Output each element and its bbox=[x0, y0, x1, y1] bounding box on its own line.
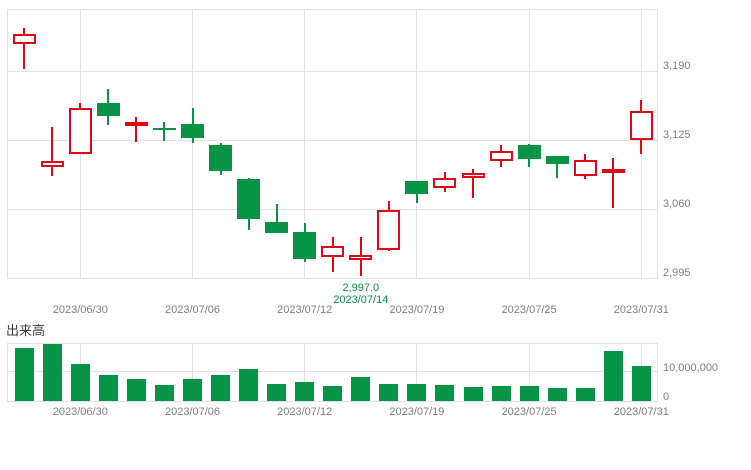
volume-bar[interactable] bbox=[603, 351, 623, 401]
candle-wick bbox=[163, 121, 166, 142]
candle-body-up bbox=[349, 254, 373, 260]
candle-body-up bbox=[68, 108, 92, 154]
price-y-tick-label: 2,995 bbox=[663, 267, 691, 279]
candle-body-down bbox=[209, 145, 233, 171]
candle-body-down bbox=[237, 179, 261, 219]
price-y-tick-label: 3,125 bbox=[663, 129, 691, 142]
candle-body-up bbox=[321, 246, 345, 257]
candle-wick bbox=[51, 127, 54, 177]
volume-bar[interactable] bbox=[70, 364, 90, 401]
candle-body-down bbox=[181, 124, 204, 138]
volume-bar[interactable] bbox=[183, 379, 202, 401]
volume-bar[interactable] bbox=[14, 348, 34, 401]
candle-wick bbox=[472, 168, 474, 199]
candle-wick bbox=[612, 158, 615, 208]
annotation-price-value: 2,997.0 bbox=[342, 282, 380, 294]
price-x-tick-label: 2023/07/12 bbox=[277, 304, 333, 316]
volume-x-tick-label: 2023/07/06 bbox=[164, 406, 221, 418]
gridline-horizontal bbox=[8, 371, 657, 373]
candle-body-up bbox=[489, 150, 513, 162]
gridline-vertical bbox=[304, 10, 306, 278]
volume-bar[interactable] bbox=[239, 369, 259, 401]
candle-body-down bbox=[96, 102, 120, 116]
price-x-tick-label: 2023/07/06 bbox=[164, 304, 221, 316]
price-y-tick-label: 3,190 bbox=[663, 60, 691, 73]
low-price-annotation: 2,997.0 2023/07/14 bbox=[301, 283, 421, 307]
candle-body-up bbox=[573, 160, 597, 177]
candle-body-up bbox=[461, 172, 485, 179]
price-y-tick-label: 3,060 bbox=[663, 198, 691, 210]
candle-body-down bbox=[152, 128, 176, 131]
volume-bar[interactable] bbox=[323, 386, 343, 401]
candle-body-down bbox=[405, 181, 429, 195]
gridline-horizontal bbox=[8, 139, 657, 141]
volume-bar[interactable] bbox=[631, 366, 651, 401]
candle-body-up bbox=[12, 33, 36, 45]
volume-bar[interactable] bbox=[519, 386, 539, 401]
volume-chart-title: 出来高 bbox=[6, 323, 46, 338]
volume-bar[interactable] bbox=[491, 386, 511, 401]
volume-bar-plot-area[interactable] bbox=[7, 343, 658, 402]
volume-y-tick-label: 0 bbox=[663, 391, 670, 403]
volume-bar[interactable] bbox=[351, 377, 371, 401]
volume-bar[interactable] bbox=[98, 375, 118, 401]
price-x-tick-label: 2023/07/31 bbox=[613, 304, 669, 316]
gridline-vertical bbox=[528, 344, 530, 401]
volume-x-tick-label: 2023/06/30 bbox=[52, 406, 108, 418]
candle-body-down bbox=[265, 221, 289, 234]
gridline-vertical bbox=[528, 10, 530, 278]
gridline-vertical bbox=[304, 344, 306, 401]
volume-bar[interactable] bbox=[154, 385, 174, 401]
candle-body-up bbox=[433, 178, 457, 188]
volume-bar[interactable] bbox=[379, 384, 399, 401]
gridline-horizontal bbox=[8, 208, 657, 210]
volume-x-tick-label: 2023/07/12 bbox=[277, 406, 333, 418]
candle-body-up bbox=[40, 161, 64, 167]
price-x-tick-label: 2023/07/25 bbox=[501, 304, 557, 316]
candle-wick bbox=[135, 116, 138, 143]
volume-bar[interactable] bbox=[575, 388, 595, 401]
volume-bar[interactable] bbox=[463, 387, 483, 401]
gridline-vertical bbox=[416, 344, 418, 401]
gridline-vertical bbox=[192, 344, 193, 401]
candle-wick bbox=[23, 27, 26, 69]
price-x-tick-label: 2023/07/19 bbox=[389, 304, 445, 316]
volume-x-tick-label: 2023/07/31 bbox=[613, 406, 669, 418]
volume-bar[interactable] bbox=[126, 379, 146, 401]
gridline-vertical bbox=[192, 10, 193, 278]
volume-bar[interactable] bbox=[211, 375, 231, 401]
volume-y-tick-label: 10,000,000 bbox=[663, 361, 719, 374]
volume-bar[interactable] bbox=[547, 388, 567, 401]
candle-wick bbox=[556, 155, 559, 179]
price-candlestick-plot-area[interactable] bbox=[7, 9, 658, 279]
volume-bar[interactable] bbox=[435, 385, 455, 401]
candle-body-up bbox=[629, 111, 653, 141]
volume-bar[interactable] bbox=[407, 383, 427, 401]
candle-body-down bbox=[293, 232, 317, 259]
candle-body-down bbox=[545, 155, 569, 165]
candle-body-up bbox=[124, 121, 148, 127]
price-x-tick-label: 2023/06/30 bbox=[52, 304, 108, 316]
candle-body-up bbox=[377, 210, 401, 251]
volume-bar[interactable] bbox=[295, 381, 315, 401]
candle-body-up bbox=[601, 168, 625, 173]
volume-bar[interactable] bbox=[42, 344, 62, 401]
candle-body-down bbox=[517, 145, 541, 160]
candle-wick bbox=[275, 203, 278, 234]
gridline-vertical bbox=[416, 10, 418, 278]
volume-x-tick-label: 2023/07/19 bbox=[389, 406, 445, 418]
annotation-date: 2023/07/14 bbox=[333, 294, 389, 306]
volume-x-tick-label: 2023/07/25 bbox=[501, 406, 557, 418]
gridline-horizontal bbox=[8, 70, 657, 72]
volume-bar[interactable] bbox=[267, 383, 287, 401]
